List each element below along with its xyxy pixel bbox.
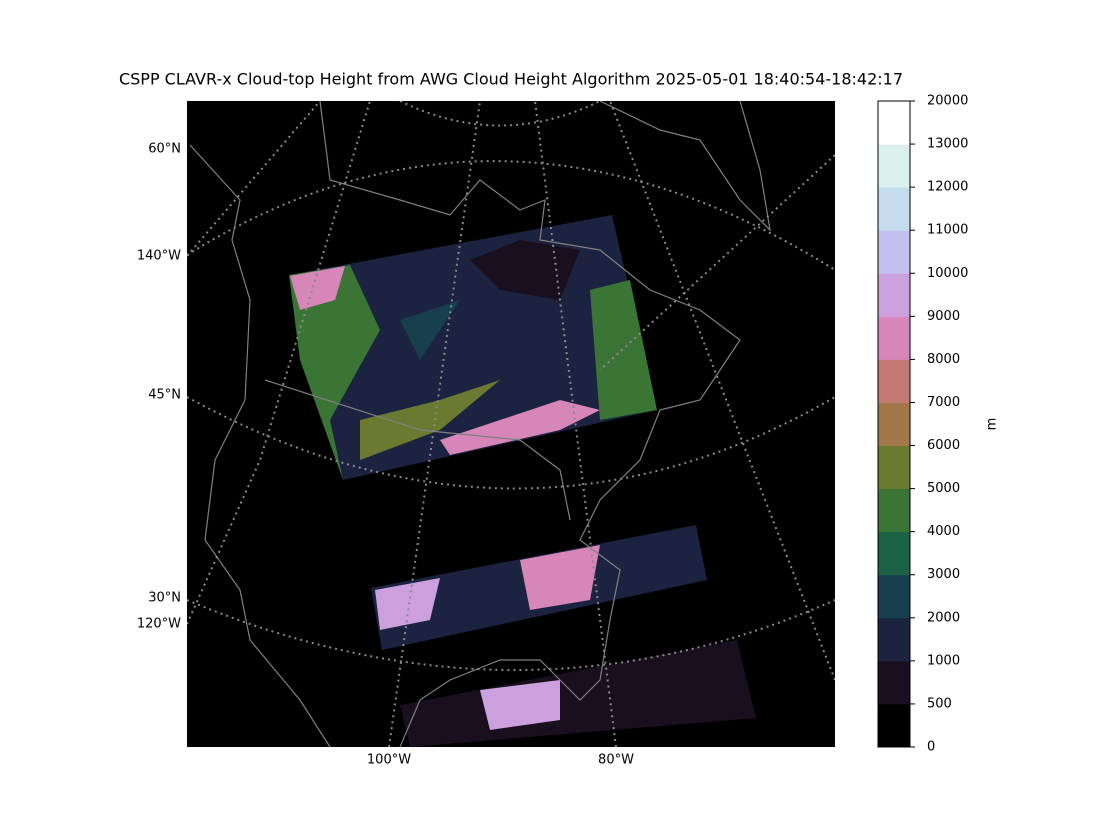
colorbar-segment (878, 531, 910, 576)
map-labels: 60°N 140°W 45°N 30°N 120°W 100°W 80°W (137, 142, 634, 768)
lat-lon-label: 60°N (148, 142, 181, 157)
title: CSPP CLAVR-x Cloud-top Height from AWG C… (119, 70, 903, 89)
colorbar-tick-label: 10000 (927, 266, 968, 281)
colorbar-tick-label: 11000 (927, 223, 968, 238)
lat-lon-label: 30°N (148, 591, 181, 606)
colorbar-segment (878, 101, 910, 145)
colorbar-tick-label: 1000 (927, 653, 960, 668)
graticule (187, 101, 835, 747)
colorbar-segment (878, 316, 910, 360)
colorbar-segment (878, 574, 910, 619)
colorbar-tick-label: 4000 (927, 524, 960, 539)
colorbar-tick-label: 6000 (927, 438, 960, 453)
lon-label: 100°W (367, 753, 411, 768)
colorbar: 0 500 1000 2000 3000 4000 5000 6000 7000 8000 9000… (877, 94, 968, 755)
colorbar-segment (878, 230, 910, 274)
colorbar-tick-label: 9000 (927, 309, 960, 324)
colorbar-tick-label: 3000 (927, 567, 960, 582)
colorbar-segment (878, 445, 910, 490)
colorbar-segment (878, 488, 910, 533)
swath (289, 215, 756, 747)
colorbar-segment (878, 402, 910, 447)
colorbar-tick-label: 2000 (927, 610, 960, 625)
colorbar-label: m (985, 418, 1000, 431)
lat-lon-label: 140°W (137, 249, 181, 264)
colorbar-segment (878, 273, 910, 317)
colorbar-tick-label: 8000 (927, 352, 960, 367)
lat-lon-label: 45°N (148, 388, 181, 403)
colorbar-tick-label: 20000 (927, 94, 968, 109)
colorbar-segment (878, 660, 910, 705)
colorbar-tick-label: 7000 (927, 395, 960, 410)
colorbar-frame (877, 100, 911, 748)
lon-label: 80°W (598, 753, 634, 768)
colorbar-segment (878, 144, 910, 188)
map-content (187, 101, 835, 747)
colorbar-segment (878, 703, 910, 748)
colorbar-tick-label: 13000 (927, 137, 968, 152)
colorbar-tick-label: 5000 (927, 481, 960, 496)
colorbar-tick-label: 500 (927, 696, 952, 711)
colorbar-segment (878, 359, 910, 403)
lat-lon-label: 120°W (137, 617, 181, 632)
colorbar-segment (878, 187, 910, 231)
colorbar-segment (878, 617, 910, 662)
colorbar-tick-label: 12000 (927, 180, 968, 195)
colorbar-tick-label: 0 (927, 740, 935, 755)
